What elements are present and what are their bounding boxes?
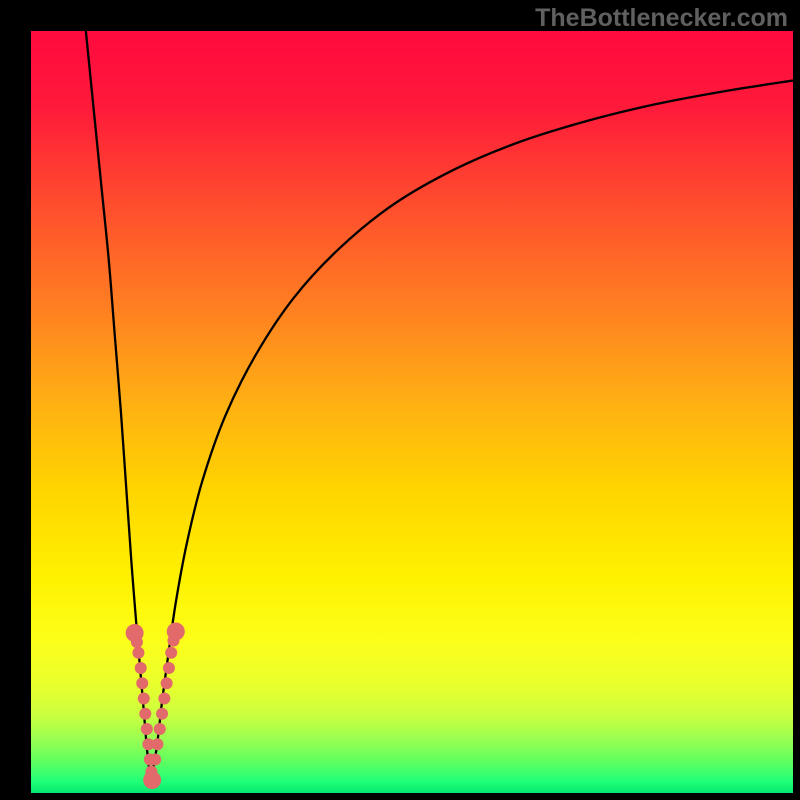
data-marker	[158, 693, 170, 705]
data-marker	[165, 647, 177, 659]
data-marker	[163, 662, 175, 674]
data-marker	[161, 677, 173, 689]
data-marker	[143, 771, 161, 789]
bottleneck-curve-right	[151, 81, 793, 783]
data-marker	[154, 723, 166, 735]
marker-group	[126, 622, 185, 789]
data-marker	[135, 662, 147, 674]
data-marker	[151, 738, 163, 750]
chart-stage: TheBottlenecker.com	[0, 0, 800, 800]
watermark-label: TheBottlenecker.com	[535, 4, 788, 33]
data-marker	[139, 708, 151, 720]
data-marker	[156, 708, 168, 720]
data-marker	[141, 723, 153, 735]
data-marker	[132, 647, 144, 659]
data-marker	[136, 677, 148, 689]
data-marker	[138, 693, 150, 705]
data-marker	[167, 622, 185, 640]
curve-layer	[31, 31, 793, 793]
data-marker	[126, 624, 144, 642]
data-marker	[149, 753, 161, 765]
plot-area	[31, 31, 793, 793]
